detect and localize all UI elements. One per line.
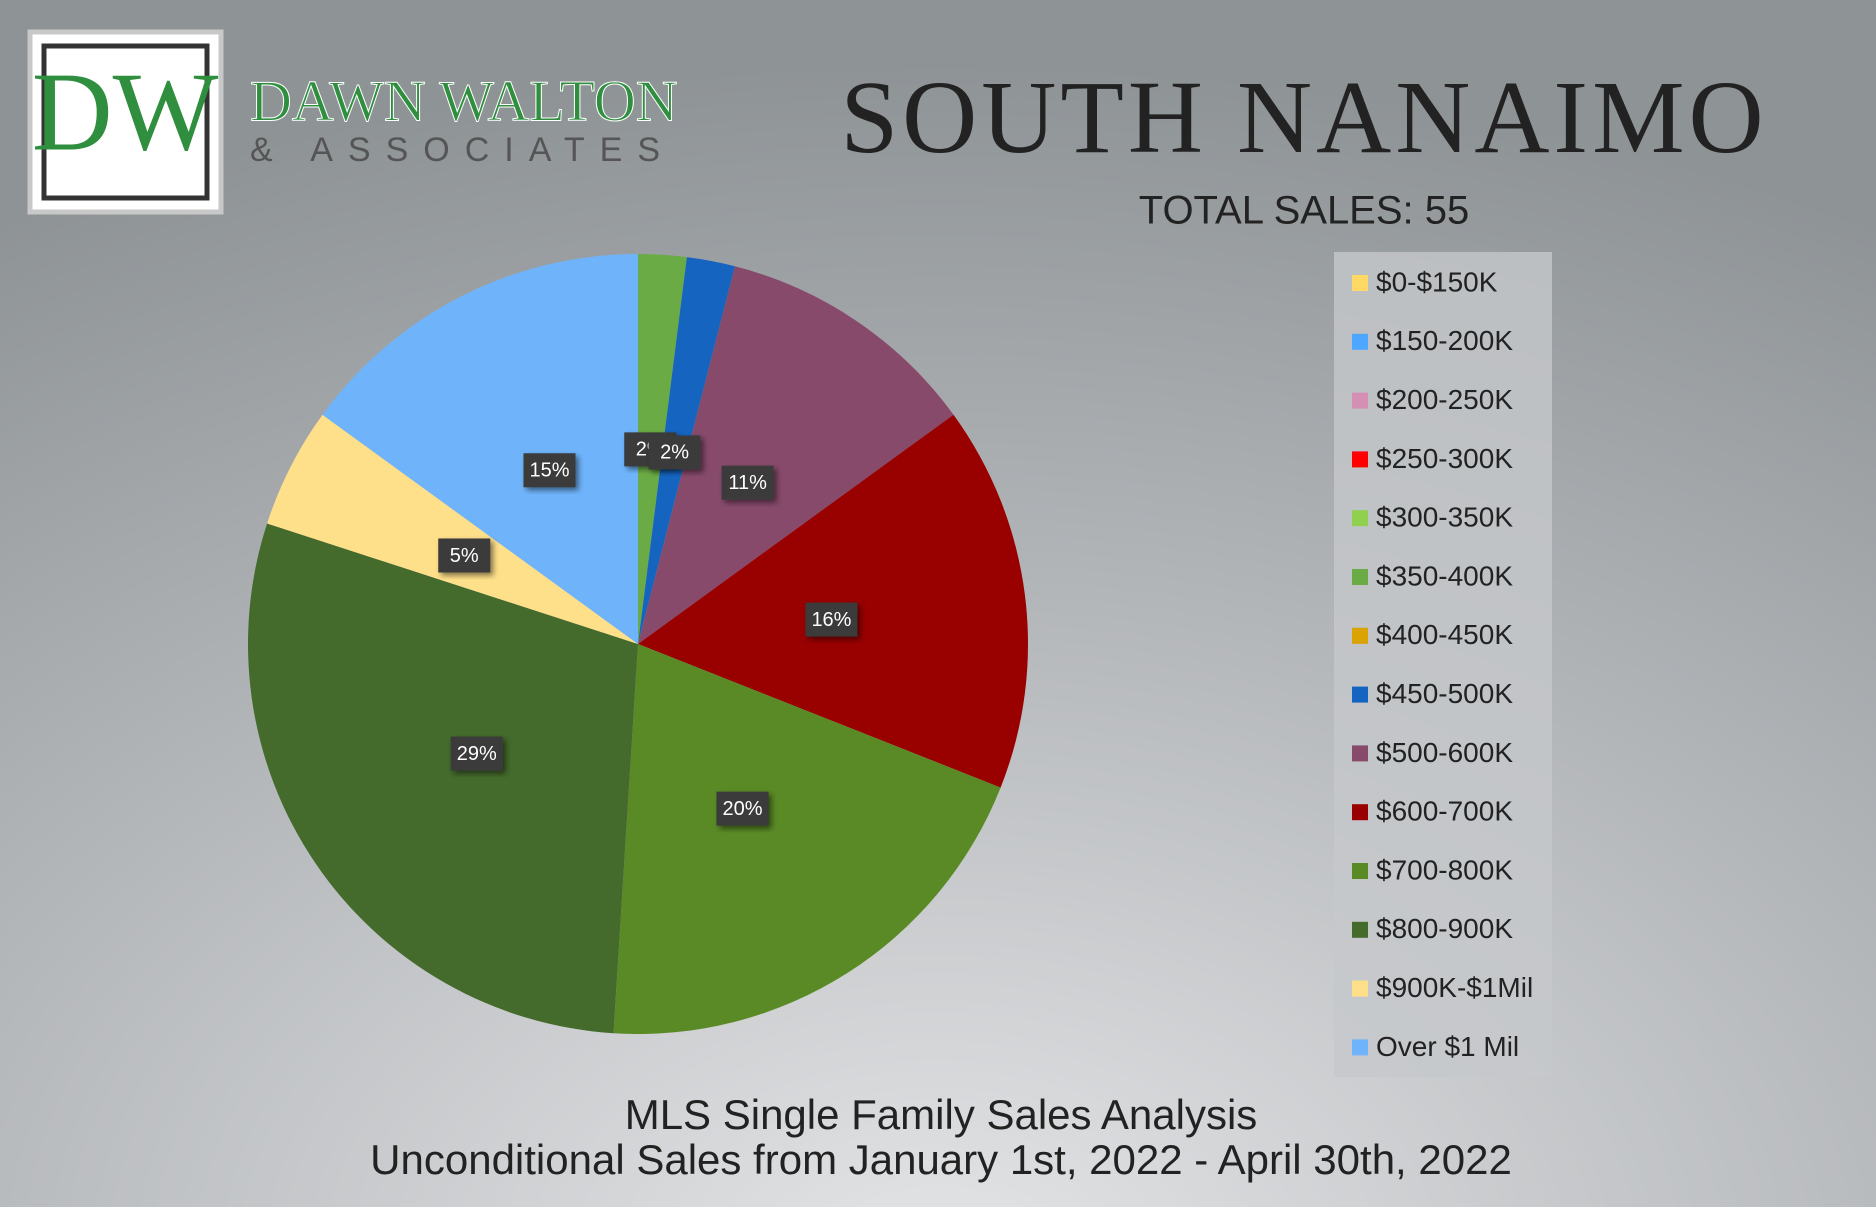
pie-slice [638,414,1028,788]
legend-swatch [1352,510,1368,527]
chart-subtitle: TOTAL SALES: 55 [1139,189,1470,233]
data-label-box [805,602,858,637]
legend-swatch [1352,921,1368,938]
data-label-box [438,538,491,573]
data-label-box [450,736,503,771]
data-label: 16% [811,609,851,631]
data-label: 15% [529,460,569,482]
legend-label: $500-600K [1376,737,1513,768]
legend-swatch [1352,569,1368,585]
logo-tagline: & ASSOCIATES [250,131,675,169]
data-label: 2% [660,442,689,464]
legend-swatch [1352,275,1368,291]
legend-swatch [1352,686,1368,703]
pie-slice [613,644,1001,1034]
pie-slice [267,414,638,644]
legend-label: $250-300K [1376,443,1513,474]
data-label: 29% [457,743,497,765]
data-label-group: 16% [805,602,858,637]
data-label-group: 2% [648,435,701,470]
data-label-group: 5% [438,538,491,573]
legend-label: $450-500K [1376,678,1513,709]
data-label-group: 15% [523,453,576,488]
legend-swatch [1352,333,1368,350]
legend-swatch [1352,980,1368,997]
legend-label: $600-700K [1376,796,1513,827]
pie-slice [247,523,638,1034]
data-label-box [716,791,769,826]
legend-label: $0-$150K [1376,266,1498,297]
legend-label: $350-400K [1376,560,1513,591]
legend-label: Over $1 Mil [1376,1031,1519,1062]
pie-slice [322,254,638,644]
footer-line: Unconditional Sales from January 1st, 20… [370,1136,1512,1183]
data-label-box [648,435,701,470]
logo-name: DAWN WALTON [250,68,678,133]
legend-swatch [1352,804,1368,821]
legend-swatch [1352,745,1368,762]
legend-label: $300-350K [1376,502,1513,533]
logo-initials: DW [32,51,219,175]
legend-swatch [1352,863,1368,879]
data-label: 20% [722,798,762,820]
data-label: 5% [450,545,479,567]
data-label: 11% [728,472,767,494]
legend-label: $700-800K [1376,854,1513,885]
legend-label: $200-250K [1376,384,1513,415]
data-label-group: 20% [716,791,769,826]
legend-label: $400-450K [1376,619,1513,650]
data-label-group: 29% [450,736,503,771]
legend-label: $900K-$1Mil [1376,972,1533,1003]
legend [1334,252,1552,1077]
chart-title: SOUTH NANAIMO [840,60,1767,175]
legend-label: $800-900K [1376,913,1513,944]
data-label-box [523,453,576,488]
logo-inner [41,43,210,201]
legend-label: $150-200K [1376,325,1513,356]
pie-slice [638,266,954,644]
legend-swatch [1352,451,1368,468]
legend-swatch [1352,627,1368,644]
legend-swatch [1352,392,1368,409]
legend-swatch [1352,1039,1368,1056]
logo-frame [27,29,224,215]
data-label-box [721,465,774,500]
footer-line: MLS Single Family Sales Analysis [625,1091,1258,1138]
data-label-group: 11% [721,465,774,500]
